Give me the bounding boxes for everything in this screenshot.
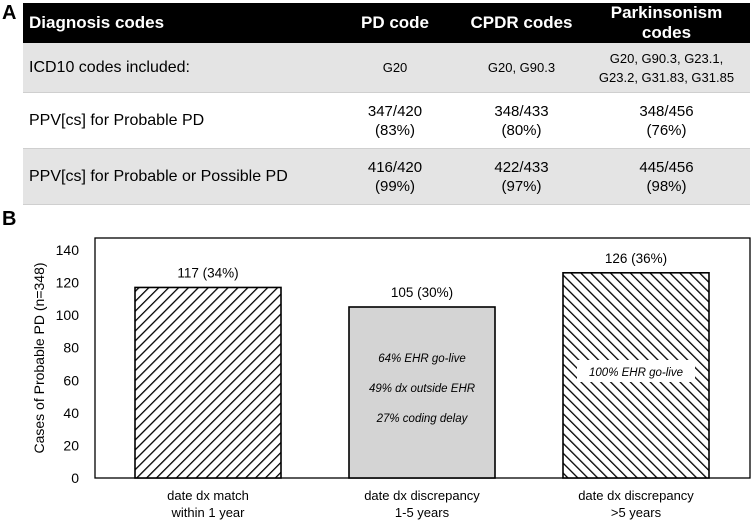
- y-tick-label: 140: [56, 242, 80, 258]
- x-tick-label: date dx match: [167, 488, 249, 503]
- data-label: 117 (34%): [177, 265, 238, 280]
- annotation-box: [577, 360, 695, 382]
- bar-annotation: 100% EHR go-live: [589, 367, 683, 379]
- row-label: ICD10 codes included:: [23, 43, 330, 93]
- x-tick-label: within 1 year: [171, 505, 246, 520]
- bar-annotation: 49% dx outside EHR: [369, 383, 475, 395]
- y-tick-label: 120: [56, 275, 80, 291]
- x-tick-label: date dx discrepancy: [364, 488, 480, 503]
- x-tick-label: >5 years: [611, 505, 662, 520]
- table-cell: 422/433 (97%): [460, 148, 583, 205]
- table-cell: 445/456 (98%): [583, 148, 750, 205]
- table-row: PPV[cs] for Probable PD 347/420 (83%) 348…: [23, 92, 750, 149]
- panel-label-b: B: [2, 208, 17, 230]
- row-label: PPV[cs] for Probable or Possible PD: [23, 148, 330, 205]
- y-tick-label: 20: [63, 437, 79, 453]
- header-parkinsonism-codes: Parkinsonism codes: [583, 3, 750, 43]
- table-cell: G20: [330, 43, 460, 93]
- bar: [348, 306, 496, 479]
- data-label: 126 (36%): [605, 251, 667, 266]
- table-header-row: Diagnosis codes PD code CPDR codes Parki…: [23, 3, 750, 43]
- y-tick-label: 100: [56, 307, 80, 323]
- table-cell: 348/456 (76%): [583, 92, 750, 149]
- y-tick-label: 60: [63, 372, 79, 388]
- bar: [134, 286, 282, 479]
- y-tick-label: 40: [63, 405, 79, 421]
- header-diagnosis-codes: Diagnosis codes: [23, 3, 330, 43]
- y-tick-label: 80: [63, 340, 79, 356]
- data-label: 105 (30%): [391, 285, 453, 300]
- table-cell: G20, G90.3: [460, 43, 583, 93]
- x-tick-label: date dx discrepancy: [578, 488, 694, 503]
- table-cell: 416/420 (99%): [330, 148, 460, 205]
- bar-annotation: 27% coding delay: [376, 413, 469, 425]
- header-pd-code: PD code: [330, 3, 460, 43]
- y-tick-label: 0: [71, 470, 79, 486]
- table-cell: G20, G90.3, G23.1, G23.2, G31.83, G31.85: [583, 43, 750, 93]
- diagnosis-codes-table: Diagnosis codes PD code CPDR codes Parki…: [23, 3, 750, 205]
- y-axis-label: Cases of Probable PD (n=348): [31, 262, 47, 453]
- panel-label-a: A: [2, 2, 17, 24]
- table-cell: 347/420 (83%): [330, 92, 460, 149]
- bar-annotation: 64% EHR go-live: [378, 353, 466, 365]
- header-cpdr-codes: CPDR codes: [460, 3, 583, 43]
- table-cell: 348/433 (80%): [460, 92, 583, 149]
- table-row: PPV[cs] for Probable or Possible PD 416/…: [23, 148, 750, 205]
- table-row: ICD10 codes included: G20 G20, G90.3 G20…: [23, 43, 750, 93]
- x-tick-label: 1-5 years: [395, 505, 450, 520]
- row-label: PPV[cs] for Probable PD: [23, 92, 330, 149]
